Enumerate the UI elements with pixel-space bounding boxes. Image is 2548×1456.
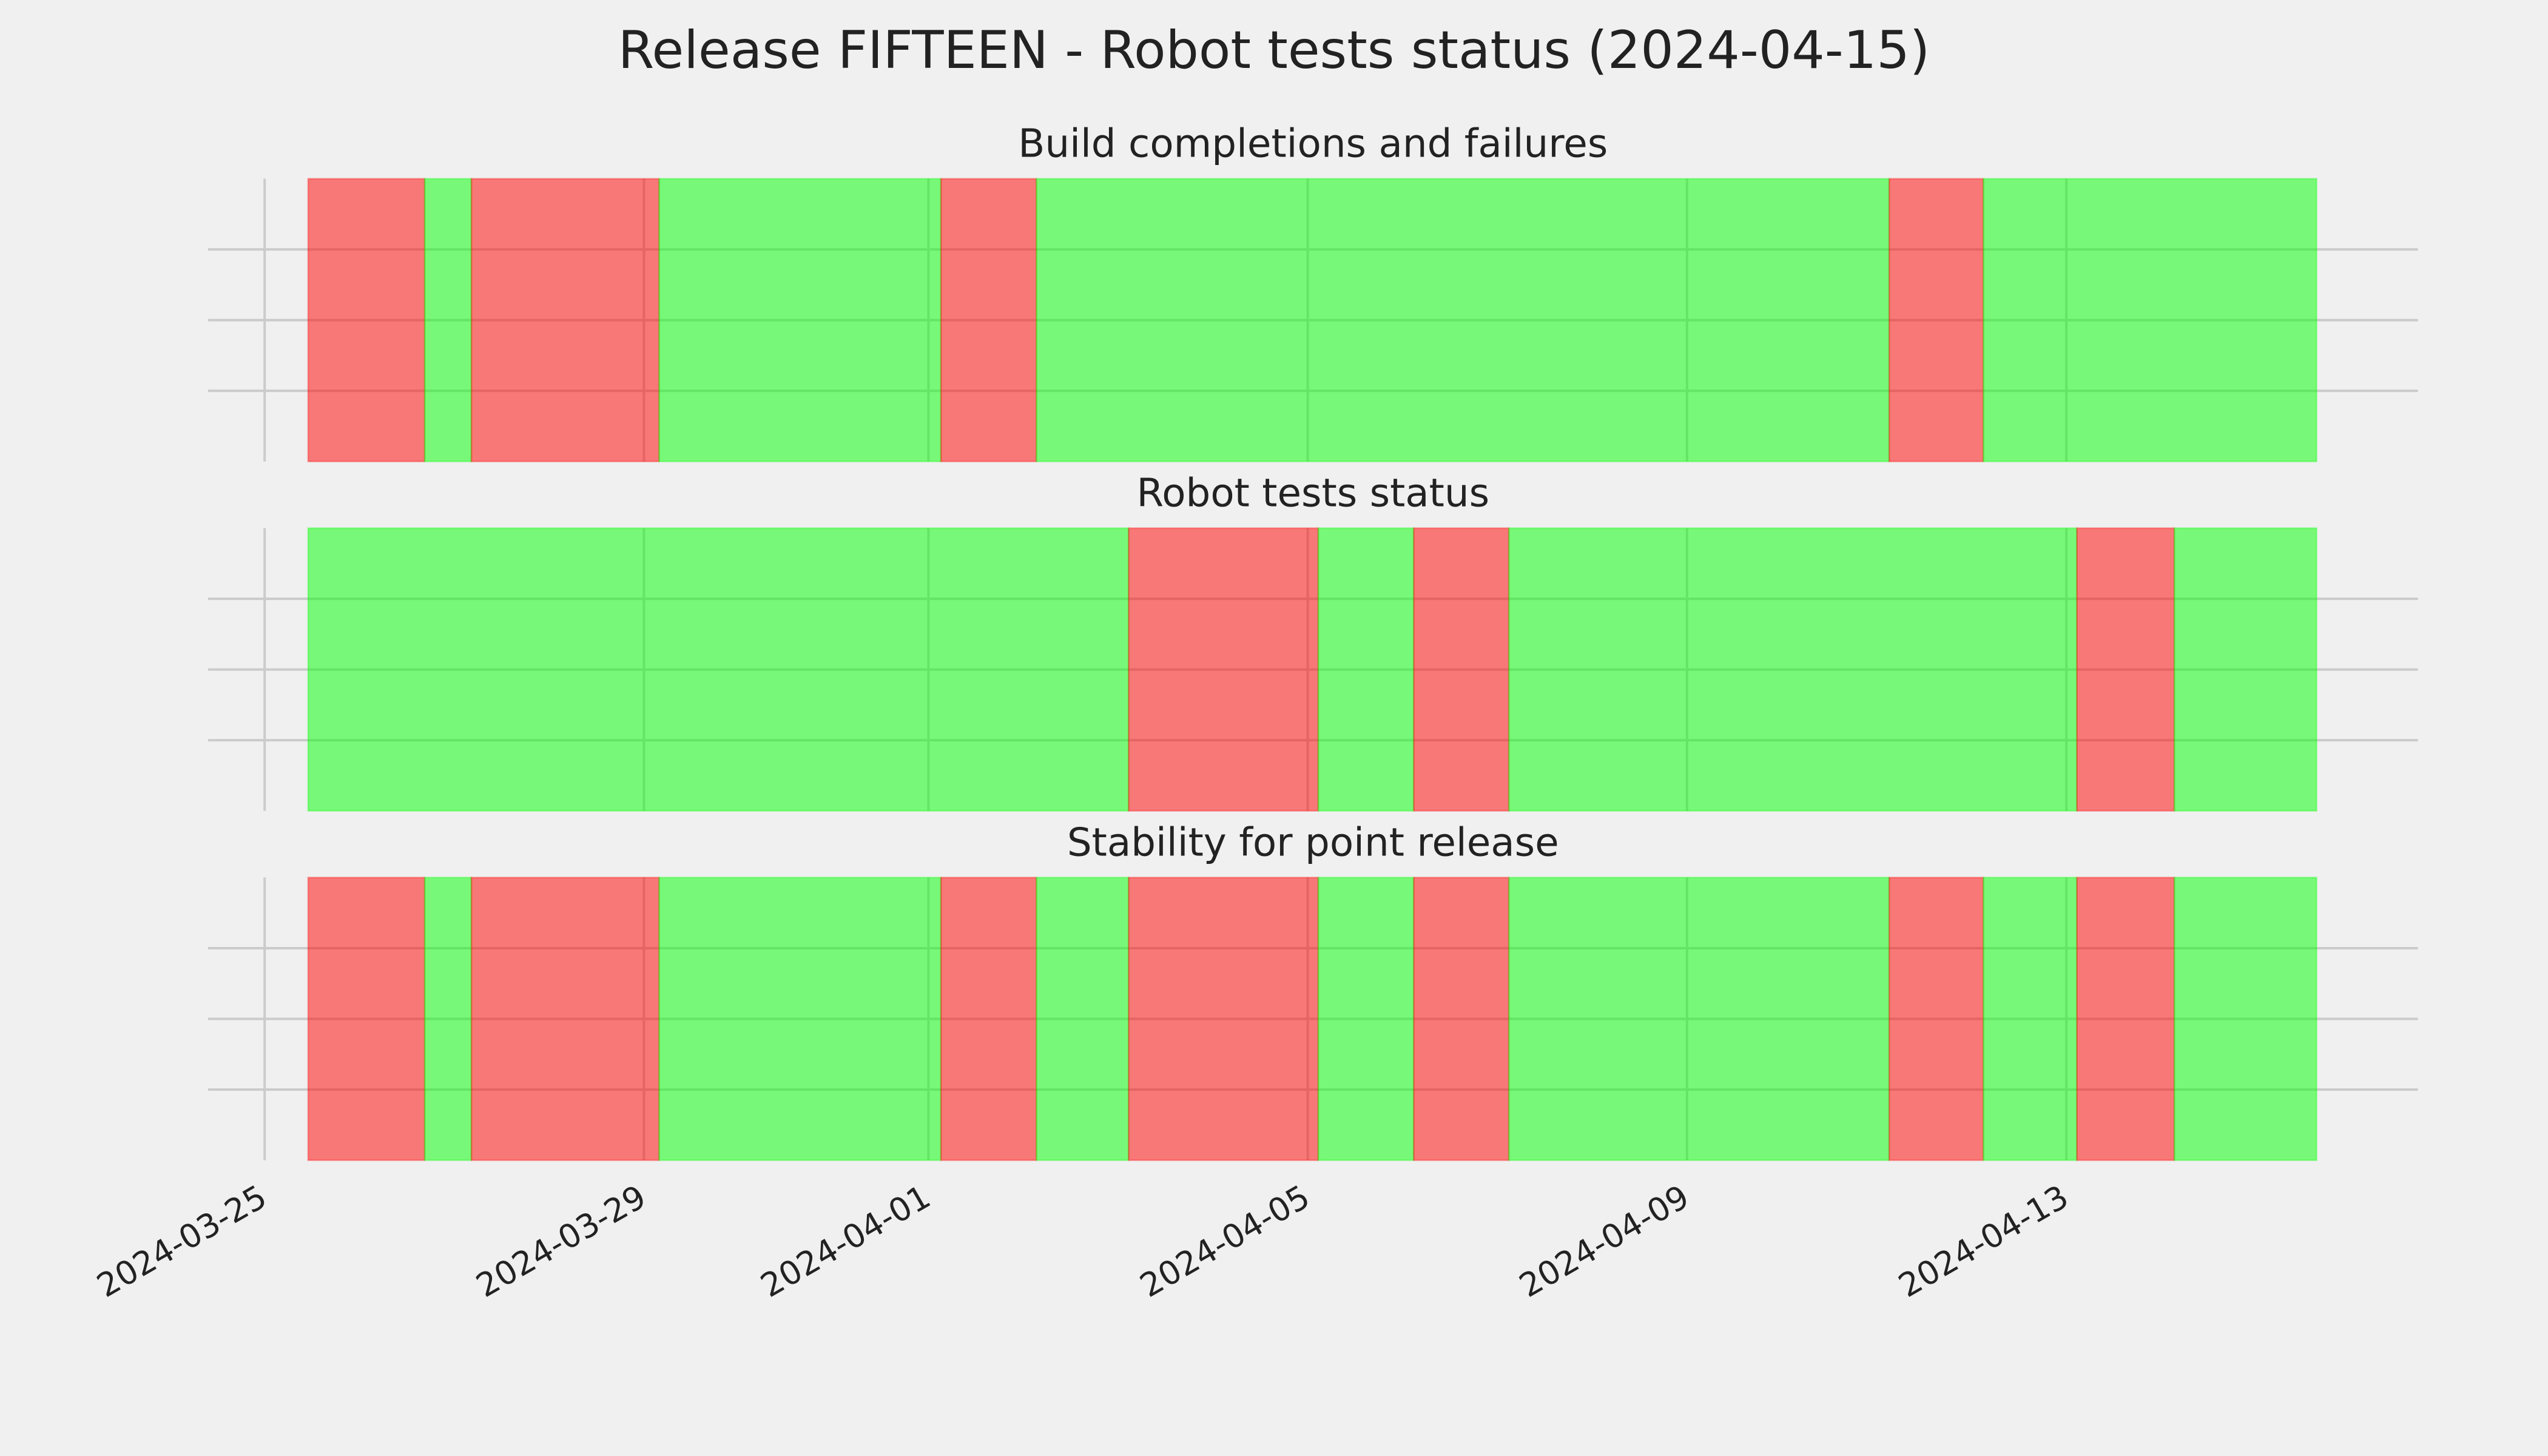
status-span bbox=[658, 178, 942, 463]
status-span bbox=[1128, 527, 1320, 812]
status-span bbox=[470, 178, 660, 463]
status-span bbox=[470, 877, 660, 1161]
status-span bbox=[2076, 877, 2176, 1161]
status-span bbox=[1413, 877, 1510, 1161]
status-span bbox=[423, 877, 473, 1161]
status-span bbox=[1036, 877, 1130, 1161]
status-span bbox=[1036, 178, 1890, 463]
panel-title: Robot tests status bbox=[1136, 471, 1489, 516]
status-span bbox=[1508, 527, 2078, 812]
status-span bbox=[940, 877, 1037, 1161]
status-span bbox=[1982, 877, 2078, 1161]
status-span bbox=[2173, 877, 2317, 1161]
chart-title: Release FIFTEEN - Robot tests status (20… bbox=[618, 20, 1930, 81]
panel-title: Build completions and failures bbox=[1018, 121, 1608, 167]
status-span bbox=[1982, 178, 2317, 463]
status-span bbox=[1888, 178, 1984, 463]
status-span bbox=[2076, 527, 2176, 812]
status-span bbox=[1317, 877, 1415, 1161]
status-span bbox=[2173, 527, 2317, 812]
status-span bbox=[658, 877, 942, 1161]
status-span bbox=[940, 178, 1037, 463]
panel-title: Stability for point release bbox=[1067, 820, 1559, 865]
status-span bbox=[307, 178, 426, 463]
status-span bbox=[1128, 877, 1320, 1161]
status-span bbox=[423, 178, 473, 463]
status-span bbox=[1413, 527, 1510, 812]
status-span bbox=[1508, 877, 1890, 1161]
status-span bbox=[1888, 877, 1984, 1161]
status-span bbox=[1317, 527, 1415, 812]
status-span bbox=[307, 527, 1130, 812]
status-span bbox=[307, 877, 426, 1161]
